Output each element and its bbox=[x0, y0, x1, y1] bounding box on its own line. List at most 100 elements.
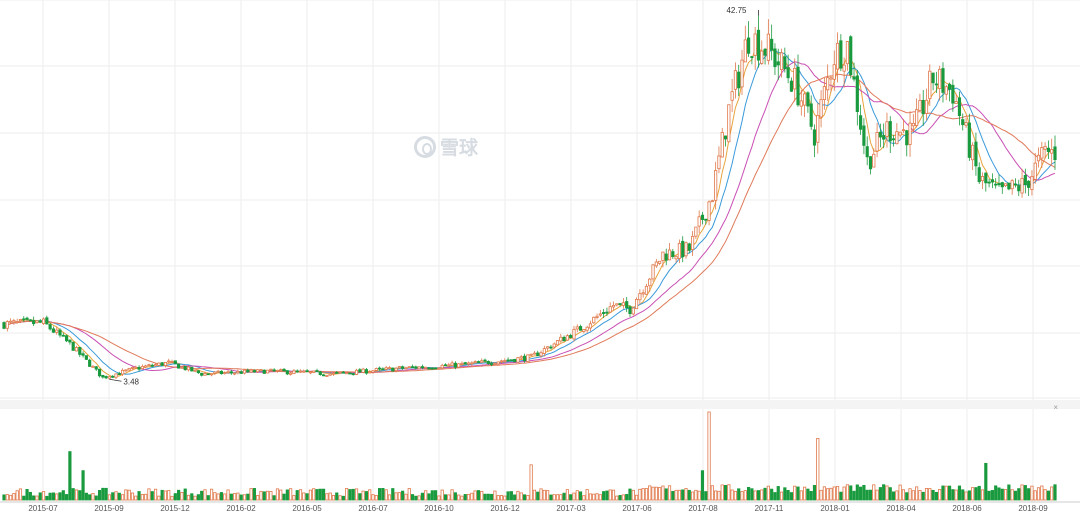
candle-body bbox=[1043, 145, 1047, 150]
candle-body bbox=[25, 317, 29, 320]
candle-13 bbox=[45, 315, 49, 325]
volume-bar-52 bbox=[173, 493, 177, 501]
candle-218 bbox=[720, 127, 724, 158]
candle-93 bbox=[308, 371, 312, 375]
candle-64 bbox=[213, 371, 217, 376]
candle-body bbox=[529, 353, 533, 356]
candle-body bbox=[750, 56, 754, 58]
candle-body bbox=[602, 312, 606, 314]
volume-bar-28 bbox=[94, 495, 98, 501]
candle-222 bbox=[733, 62, 738, 99]
volume-bar-233 bbox=[770, 488, 774, 501]
volume-bar-222 bbox=[733, 490, 738, 501]
grid-lines bbox=[0, 0, 1080, 503]
volume-bar-316 bbox=[1043, 489, 1047, 501]
candle-8 bbox=[28, 319, 32, 322]
candle-body bbox=[641, 292, 645, 295]
candle-body bbox=[552, 343, 556, 348]
volume-bar-225 bbox=[743, 490, 747, 501]
candle-215 bbox=[710, 199, 714, 203]
volume-bar-149 bbox=[493, 490, 497, 501]
candle-263 bbox=[868, 156, 873, 175]
volume-bar-214 bbox=[707, 411, 711, 501]
volume-bar-173 bbox=[572, 492, 576, 501]
volume-bar-101 bbox=[335, 492, 339, 501]
candle-48 bbox=[160, 362, 164, 366]
candle-body bbox=[312, 370, 316, 373]
candle-body bbox=[822, 86, 826, 100]
volume-bar-85 bbox=[282, 493, 286, 501]
candle-body bbox=[519, 356, 523, 359]
volume-bar-263 bbox=[868, 489, 873, 501]
candle-body bbox=[888, 121, 892, 142]
candle-317 bbox=[1046, 140, 1050, 159]
candle-149 bbox=[493, 361, 497, 366]
volume-bar-64 bbox=[213, 492, 217, 501]
candle-body bbox=[236, 371, 240, 374]
candle-44 bbox=[147, 363, 151, 367]
candle-87 bbox=[289, 371, 293, 376]
candle-163 bbox=[539, 350, 543, 358]
volume-bar-122 bbox=[404, 493, 408, 501]
candle-body bbox=[361, 368, 365, 373]
volume-bar-312 bbox=[1030, 485, 1034, 501]
candle-body bbox=[38, 320, 42, 323]
candle-body bbox=[644, 285, 649, 295]
volume-bar-39 bbox=[130, 492, 135, 501]
collapse-icon[interactable]: × bbox=[1053, 403, 1058, 412]
x-tick-label-4: 2016-05 bbox=[292, 504, 322, 513]
candle-body bbox=[476, 361, 481, 363]
candle-body bbox=[196, 370, 200, 374]
volume-bar-150 bbox=[496, 495, 500, 501]
candle-293 bbox=[967, 113, 971, 161]
candle-275 bbox=[908, 111, 912, 157]
candle-238 bbox=[786, 54, 790, 84]
candle-body bbox=[401, 366, 405, 369]
candle-82 bbox=[272, 368, 276, 372]
candle-body bbox=[770, 38, 774, 51]
candle-4 bbox=[15, 318, 19, 324]
x-tick-label-5: 2016-07 bbox=[358, 504, 388, 513]
candle-body bbox=[747, 37, 751, 54]
candle-303 bbox=[1000, 181, 1004, 194]
volume-bar-74 bbox=[246, 493, 250, 501]
candle-body bbox=[743, 39, 747, 63]
candle-36 bbox=[121, 368, 125, 376]
candle-body bbox=[114, 373, 118, 378]
candle-body bbox=[242, 369, 247, 374]
candle-272 bbox=[898, 131, 902, 138]
candle-body bbox=[1053, 146, 1057, 161]
candle-body bbox=[410, 366, 415, 369]
candle-body bbox=[18, 318, 23, 322]
candle-71 bbox=[236, 369, 240, 375]
volume-bar-181 bbox=[598, 494, 602, 501]
candle-body bbox=[753, 33, 757, 56]
volume-bar-198 bbox=[654, 486, 658, 501]
candle-body bbox=[691, 235, 695, 250]
candle-53 bbox=[177, 363, 181, 369]
candle-body bbox=[203, 373, 207, 376]
volume-bar-297 bbox=[980, 489, 985, 501]
candle-body bbox=[473, 361, 477, 364]
candle-body bbox=[430, 367, 434, 370]
volume-bar-165 bbox=[546, 490, 550, 501]
candle-197 bbox=[651, 263, 655, 282]
snowball-logo-icon bbox=[414, 135, 436, 158]
candle-body bbox=[104, 376, 108, 379]
volume-bar-61 bbox=[203, 489, 207, 501]
candle-body bbox=[144, 365, 148, 368]
volume-bar-237 bbox=[783, 487, 787, 501]
candle-229 bbox=[756, 15, 761, 68]
candle-body bbox=[48, 324, 52, 330]
candle-body bbox=[331, 372, 336, 375]
candle-body bbox=[885, 121, 889, 137]
candle-body bbox=[951, 84, 955, 104]
candle-195 bbox=[644, 283, 649, 295]
volume-bar-204 bbox=[674, 489, 678, 501]
candle-90 bbox=[298, 369, 303, 373]
candle-body bbox=[173, 360, 177, 365]
candle-body bbox=[723, 135, 728, 140]
candle-183 bbox=[605, 307, 609, 317]
volume-bar-112 bbox=[371, 494, 375, 501]
candle-134 bbox=[443, 363, 448, 367]
